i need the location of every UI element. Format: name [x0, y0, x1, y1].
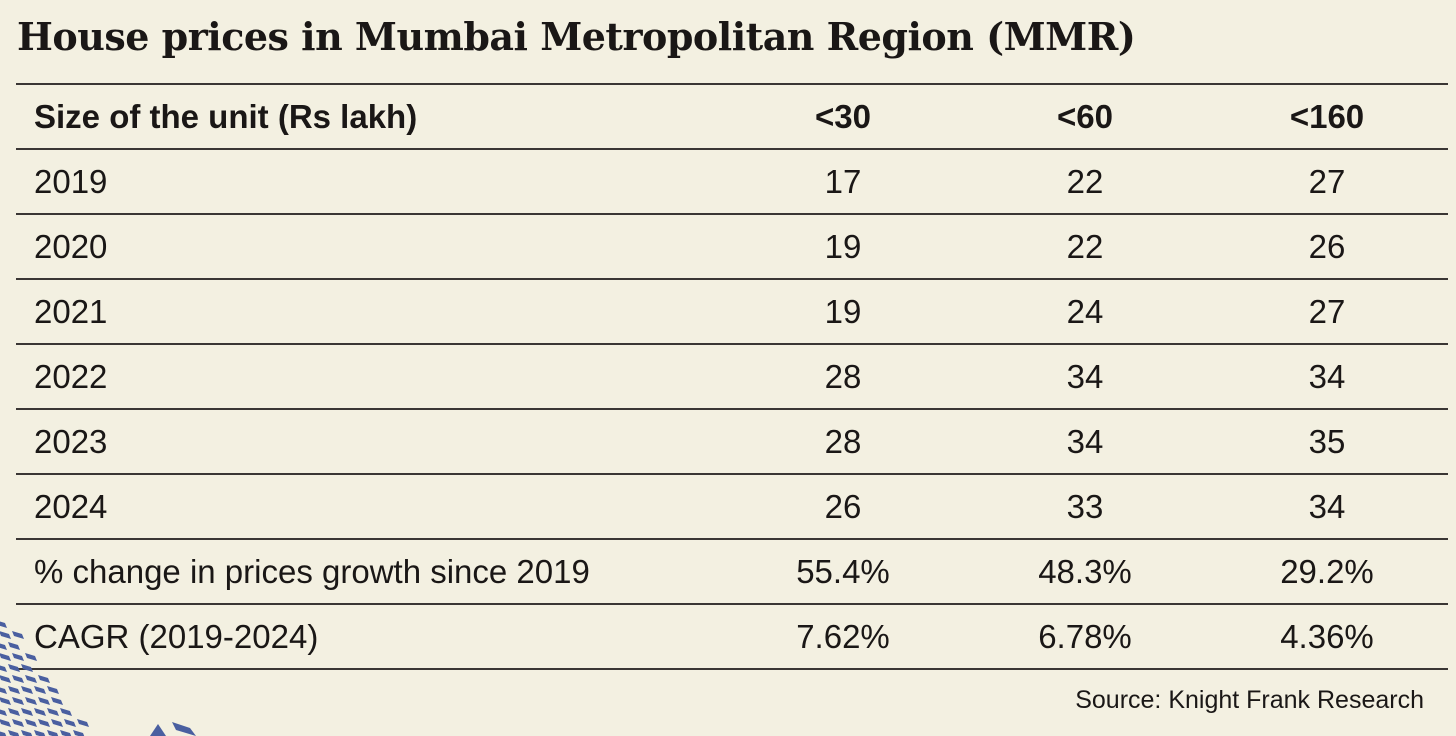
- pattern-diamond: [21, 664, 33, 672]
- row-label: % change in prices growth since 2019: [34, 552, 590, 590]
- table-cell: 24: [1066, 292, 1104, 330]
- table-cell: 28: [824, 422, 862, 460]
- pattern-diamond: [38, 675, 50, 683]
- pattern-diamond: [12, 675, 24, 683]
- table-cell: 26: [824, 487, 862, 525]
- pattern-diamond: [8, 730, 20, 736]
- pattern-diamond: [51, 719, 63, 727]
- header-label: Size of the unit (Rs lakh): [34, 97, 418, 135]
- table-cell: 19: [824, 292, 862, 330]
- pattern-diamond: [0, 643, 7, 650]
- pattern-diamond: [77, 719, 89, 727]
- table-cell: 27: [1308, 292, 1346, 330]
- pattern-diamond: [47, 708, 59, 716]
- column-header: <30: [815, 97, 871, 135]
- table-row: 2023 28 34 35: [16, 410, 1448, 475]
- pattern-diamond: [34, 708, 46, 716]
- pattern-diamond: [25, 719, 37, 727]
- pattern-diamond: [47, 686, 59, 694]
- pattern-diamond: [12, 631, 24, 639]
- pattern-diamond: [21, 686, 33, 694]
- pattern-diamond: [12, 719, 24, 727]
- table-cell: 4.36%: [1280, 617, 1374, 655]
- row-label: 2019: [34, 162, 108, 200]
- pattern-diamond: [25, 675, 37, 683]
- pattern-diamond: [73, 730, 85, 736]
- table-cell: 34: [1066, 422, 1104, 460]
- row-label: 2020: [34, 227, 108, 265]
- pattern-diamond: [8, 708, 20, 716]
- table-cell: 22: [1066, 227, 1104, 265]
- table-cell: 27: [1308, 162, 1346, 200]
- pattern-diamond: [60, 730, 72, 736]
- row-label: 2024: [34, 487, 108, 525]
- pattern-diamond: [38, 719, 50, 727]
- pattern-diamond: [34, 686, 46, 694]
- pattern-diamond: [0, 653, 11, 661]
- table-cell: 7.62%: [796, 617, 890, 655]
- chart-title: House prices in Mumbai Metropolitan Regi…: [17, 14, 1136, 59]
- table-cell: 55.4%: [796, 552, 890, 590]
- table-cell: 6.78%: [1038, 617, 1132, 655]
- source-note: Source: Knight Frank Research: [1075, 686, 1424, 714]
- pattern-diamond: [25, 697, 37, 705]
- pattern-diamond: [12, 653, 24, 661]
- table-cell: 34: [1308, 487, 1346, 525]
- pattern-diamond: [150, 724, 166, 736]
- pattern-diamond: [34, 730, 46, 736]
- table-cell: 17: [824, 162, 862, 200]
- pattern-diamond: [12, 697, 24, 705]
- pattern-diamond: [8, 664, 20, 672]
- pattern-diamond: [0, 675, 11, 683]
- pattern-diamond: [0, 697, 11, 705]
- table-cell: 28: [824, 357, 862, 395]
- pattern-diamond: [0, 687, 7, 694]
- pattern-diamond: [60, 708, 72, 716]
- pattern-diamond: [21, 708, 33, 716]
- row-label: 2022: [34, 357, 108, 395]
- table-cell: 19: [824, 227, 862, 265]
- table-row: 2022 28 34 34: [16, 345, 1448, 410]
- price-table: Size of the unit (Rs lakh) <30 <60 <160 …: [16, 83, 1448, 670]
- table-cell: 35: [1308, 422, 1346, 460]
- pattern-diamond: [25, 653, 37, 661]
- row-label: CAGR (2019-2024): [34, 617, 319, 655]
- table-cell: 48.3%: [1038, 552, 1132, 590]
- table-row: % change in prices growth since 2019 55.4…: [16, 540, 1448, 605]
- table-row: 2021 19 24 27: [16, 280, 1448, 345]
- table-cell: 26: [1308, 227, 1346, 265]
- table-cell: 29.2%: [1280, 552, 1374, 590]
- column-header: <160: [1289, 97, 1365, 135]
- table-cell: 22: [1066, 162, 1104, 200]
- table-row: CAGR (2019-2024) 7.62% 6.78% 4.36%: [16, 605, 1448, 670]
- pattern-diamond: [51, 697, 63, 705]
- table-cell: 33: [1066, 487, 1104, 525]
- row-label: 2023: [34, 422, 108, 460]
- table-header-row: Size of the unit (Rs lakh) <30 <60 <160: [16, 85, 1448, 150]
- pattern-diamond: [64, 719, 76, 727]
- column-header: <60: [1057, 97, 1113, 135]
- pattern-diamond: [0, 731, 7, 736]
- table-row: 2020 19 22 26: [16, 215, 1448, 280]
- table-cell: 34: [1308, 357, 1346, 395]
- pattern-diamond: [21, 730, 33, 736]
- pattern-diamond: [8, 686, 20, 694]
- pattern-diamond: [0, 621, 7, 628]
- table-cell: 34: [1066, 357, 1104, 395]
- decorative-building-pattern: [0, 621, 196, 736]
- pattern-diamond: [0, 709, 7, 716]
- pattern-diamond: [172, 722, 196, 736]
- row-label: 2021: [34, 292, 108, 330]
- pattern-diamond: [0, 665, 7, 672]
- table-row: 2024 26 33 34: [16, 475, 1448, 540]
- pattern-diamond: [0, 631, 11, 639]
- table-row: 2019 17 22 27: [16, 150, 1448, 215]
- pattern-diamond: [8, 642, 20, 650]
- pattern-diamond: [38, 697, 50, 705]
- pattern-diamond: [47, 730, 59, 736]
- pattern-diamond: [0, 719, 11, 727]
